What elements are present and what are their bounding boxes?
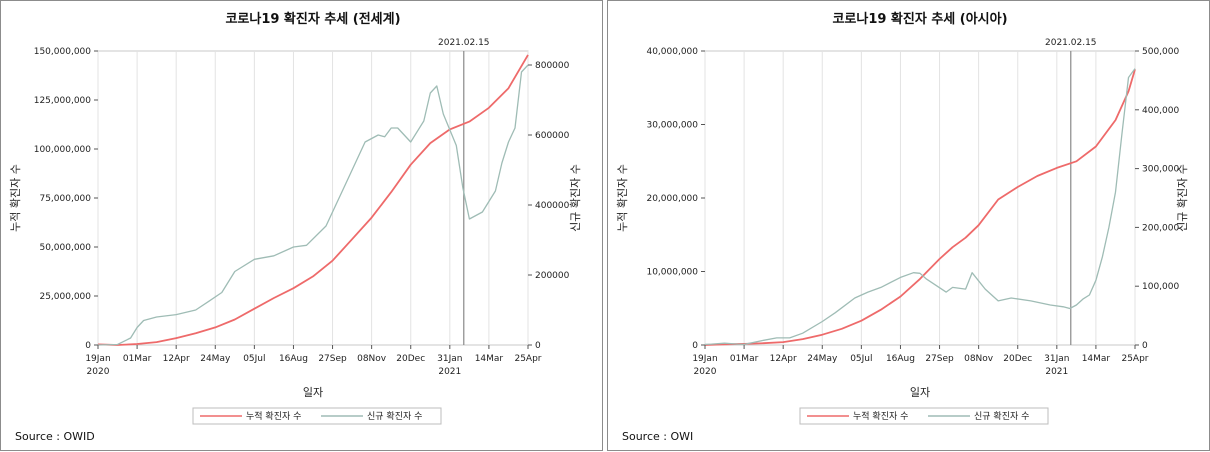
series-line-new bbox=[704, 68, 1136, 346]
plot-area bbox=[97, 50, 529, 346]
chart-title: 코로나19 확진자 추세 (아시아) bbox=[832, 11, 1007, 27]
axes: 19Jan 01Mar 12Apr 24May 05Jul 16Aug 27Sep 08Nov… bbox=[34, 47, 570, 377]
gridlines bbox=[704, 51, 1136, 345]
chart-world: 2021.02.15 19Jan 01Mar 12Apr 24May 05Jul 16Au… bbox=[9, 11, 582, 443]
x-tick-label: 31Jan bbox=[437, 354, 462, 364]
y-tick-label-left: 0 bbox=[85, 341, 91, 351]
legend-label-cumulative: 누적 확진자 수 bbox=[853, 410, 908, 422]
y-tick-label-left: 0 bbox=[692, 341, 698, 351]
x-tick-label: 19Jan bbox=[692, 354, 717, 364]
source-note: Source : OWID bbox=[15, 430, 95, 443]
x-tick-label: 27Sep bbox=[318, 354, 347, 364]
x-axis-label: 일자 bbox=[303, 385, 323, 399]
x-tick-label: 31Jan bbox=[1044, 354, 1069, 364]
legend-label-cumulative: 누적 확진자 수 bbox=[246, 410, 301, 422]
reference-line-label: 2021.02.15 bbox=[438, 38, 490, 48]
x-year-label: 2021 bbox=[438, 367, 461, 377]
y-tick-label-left: 10,000,000 bbox=[646, 268, 698, 278]
x-tick-label: 14Mar bbox=[475, 354, 504, 364]
y-tick-label-right: 500,000 bbox=[1142, 47, 1179, 57]
chart-panel-asia: 2021.02.15 19Jan 01Mar 12Apr 24May 05Jul 16Au… bbox=[607, 0, 1210, 451]
x-tick-label: 05Jul bbox=[243, 354, 265, 364]
chart-marks: 2021.02.15 bbox=[704, 38, 1136, 346]
legend-label-new: 신규 확진자 수 bbox=[974, 410, 1029, 422]
y-tick-label-left: 30,000,000 bbox=[646, 121, 698, 131]
x-tick-label: 01Mar bbox=[730, 354, 759, 364]
x-axis-label: 일자 bbox=[910, 385, 930, 399]
y-tick-label-right: 400,000 bbox=[1142, 106, 1179, 116]
x-tick-label: 24May bbox=[807, 354, 838, 364]
legend-box bbox=[192, 407, 442, 425]
y-tick-label-left: 40,000,000 bbox=[646, 47, 698, 57]
plot-area bbox=[704, 50, 1136, 346]
y-tick-label-left: 150,000,000 bbox=[34, 47, 92, 57]
x-tick-label: 19Jan bbox=[85, 354, 110, 364]
x-tick-label: 12Apr bbox=[770, 354, 797, 364]
x-tick-label: 01Mar bbox=[123, 354, 152, 364]
y-axis-label-right: 신규 확진자 수 bbox=[569, 164, 582, 232]
x-year-label: 2021 bbox=[1045, 367, 1068, 377]
x-tick-label: 20Dec bbox=[1003, 354, 1032, 364]
y-tick-label-right: 400000 bbox=[535, 201, 570, 211]
axes: 19Jan 01Mar 12Apr 24May 05Jul 16Aug 27Sep 08Nov… bbox=[646, 47, 1179, 377]
x-tick-label: 16Aug bbox=[279, 354, 308, 364]
legend-box bbox=[799, 407, 1049, 425]
chart-asia: 2021.02.15 19Jan 01Mar 12Apr 24May 05Jul 16Au… bbox=[616, 11, 1189, 443]
y-tick-label-left: 20,000,000 bbox=[646, 194, 698, 204]
x-tick-label: 25Apr bbox=[514, 354, 541, 364]
chart-title: 코로나19 확진자 추세 (전세계) bbox=[225, 11, 400, 27]
x-year-label: 2020 bbox=[694, 367, 717, 377]
y-axis-label-left: 누적 확진자 수 bbox=[9, 164, 22, 232]
y-tick-label-right: 200000 bbox=[535, 271, 570, 281]
series-line-new bbox=[97, 64, 529, 346]
series-line-cumulative bbox=[704, 69, 1136, 346]
y-tick-label-left: 50,000,000 bbox=[39, 243, 91, 253]
x-tick-label: 24May bbox=[200, 354, 231, 364]
y-axis-label-right: 신규 확진자 수 bbox=[1176, 164, 1189, 232]
legend-label-new: 신규 확진자 수 bbox=[367, 410, 422, 422]
x-tick-label: 16Aug bbox=[886, 354, 915, 364]
y-tick-label-left: 25,000,000 bbox=[39, 292, 91, 302]
y-tick-label-right: 600000 bbox=[535, 131, 570, 141]
x-tick-label: 14Mar bbox=[1082, 354, 1111, 364]
y-tick-label-right: 0 bbox=[1142, 341, 1148, 351]
y-tick-label-right: 100,000 bbox=[1142, 282, 1179, 292]
y-axis-label-left: 누적 확진자 수 bbox=[616, 164, 629, 232]
x-year-label: 2020 bbox=[87, 367, 110, 377]
x-tick-label: 27Sep bbox=[925, 354, 954, 364]
y-tick-label-left: 75,000,000 bbox=[39, 194, 91, 204]
x-tick-label: 05Jul bbox=[850, 354, 872, 364]
x-tick-label: 12Apr bbox=[163, 354, 190, 364]
y-tick-label-left: 125,000,000 bbox=[34, 96, 92, 106]
x-tick-label: 08Nov bbox=[357, 354, 387, 364]
y-tick-label-right: 300,000 bbox=[1142, 165, 1179, 175]
y-tick-label-right: 200,000 bbox=[1142, 223, 1179, 233]
chart-marks: 2021.02.15 bbox=[97, 38, 529, 346]
y-tick-label-right: 0 bbox=[535, 341, 541, 351]
x-tick-label: 08Nov bbox=[964, 354, 994, 364]
x-tick-label: 25Apr bbox=[1121, 354, 1148, 364]
series-line-cumulative bbox=[97, 54, 529, 346]
y-tick-label-right: 800000 bbox=[535, 61, 570, 71]
y-tick-label-left: 100,000,000 bbox=[34, 145, 92, 155]
x-tick-label: 20Dec bbox=[396, 354, 425, 364]
chart-panel-world: 2021.02.15 19Jan 01Mar 12Apr 24May 05Jul 16Au… bbox=[0, 0, 603, 451]
source-note: Source : OWI bbox=[622, 430, 693, 443]
reference-line-label: 2021.02.15 bbox=[1045, 38, 1097, 48]
